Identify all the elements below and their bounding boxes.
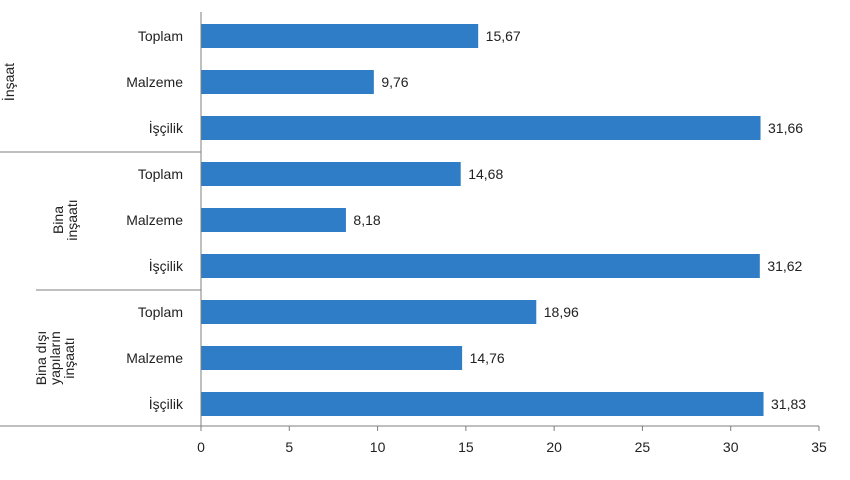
category-label: Malzeme	[126, 74, 183, 90]
bar-i̇şçilik	[201, 392, 764, 416]
group-label: Bina	[50, 206, 66, 234]
x-tick-label: 5	[285, 439, 293, 455]
x-tick-label: 35	[811, 439, 827, 455]
category-label: Malzeme	[126, 212, 183, 228]
bar-i̇şçilik	[201, 116, 761, 140]
group-label: yapıların	[47, 331, 63, 385]
data-label: 31,83	[771, 396, 806, 412]
category-label: Toplam	[138, 28, 183, 44]
category-label: İşçilik	[149, 395, 184, 412]
data-label: 31,62	[767, 258, 802, 274]
x-tick-label: 0	[197, 439, 205, 455]
category-label: Toplam	[138, 166, 183, 182]
category-label: İşçilik	[149, 119, 184, 136]
data-label: 31,66	[768, 120, 803, 136]
x-tick-label: 25	[635, 439, 651, 455]
data-label: 9,76	[381, 74, 408, 90]
data-label: 18,96	[544, 304, 579, 320]
group-label: Bina dışı	[33, 331, 49, 385]
data-label: 14,76	[470, 350, 505, 366]
bar-toplam	[201, 300, 537, 324]
bar-i̇şçilik	[201, 254, 760, 278]
data-label: 8,18	[353, 212, 380, 228]
bar-malzeme	[201, 70, 374, 94]
category-label: Malzeme	[126, 350, 183, 366]
bar-malzeme	[201, 208, 346, 232]
bar-toplam	[201, 24, 479, 48]
category-label: Toplam	[138, 304, 183, 320]
category-label: İşçilik	[149, 257, 184, 274]
group-label: inşaatı	[61, 337, 77, 378]
bar-toplam	[201, 162, 461, 186]
x-tick-label: 20	[546, 439, 562, 455]
bar-malzeme	[201, 346, 463, 370]
x-tick-label: 30	[723, 439, 739, 455]
group-label: İnşaat	[0, 63, 17, 101]
x-tick-label: 10	[370, 439, 386, 455]
x-tick-label: 15	[458, 439, 474, 455]
data-label: 14,68	[468, 166, 503, 182]
group-label: inşaatı	[64, 199, 80, 240]
data-label: 15,67	[486, 28, 521, 44]
